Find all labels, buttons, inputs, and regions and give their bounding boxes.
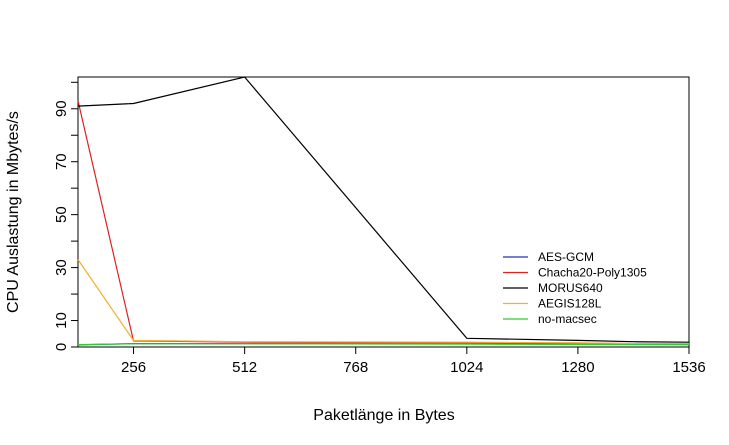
x-tick-label: 512	[232, 359, 257, 376]
x-tick-label: 768	[343, 359, 368, 376]
y-axis-label: CPU Auslastung in Mbytes/s	[5, 111, 22, 313]
x-tick-label: 1536	[672, 359, 705, 376]
legend-label: MORUS640	[538, 281, 603, 295]
legend-label: no-macsec	[538, 312, 597, 326]
y-tick-label: 50	[53, 206, 70, 223]
series-line-morus640	[77, 76, 690, 343]
legend-label: AEGIS128L	[538, 297, 602, 311]
y-tick-label: 30	[53, 259, 70, 276]
y-tick-label: 90	[53, 100, 70, 117]
series-lines	[77, 76, 690, 346]
y-tick-label: 70	[53, 153, 70, 170]
y-tick-label: 10	[53, 312, 70, 329]
legend-label: AES-GCM	[538, 250, 594, 264]
series-line-aegis128l	[77, 259, 690, 345]
series-line-no-macsec	[77, 343, 689, 346]
x-tick-label: 1280	[561, 359, 594, 376]
y-tick-label: 0	[53, 343, 70, 351]
y-axis: 0 10 30 50 70 90	[53, 81, 78, 351]
x-axis-label: Paketlänge in Bytes	[313, 407, 454, 424]
x-tick-label: 256	[121, 359, 146, 376]
x-axis: 256 512 768 1024 1280 1536	[121, 347, 706, 376]
legend-label: Chacha20-Poly1305	[538, 266, 647, 280]
plot-frame	[77, 76, 690, 348]
x-tick-label: 1024	[450, 359, 483, 376]
